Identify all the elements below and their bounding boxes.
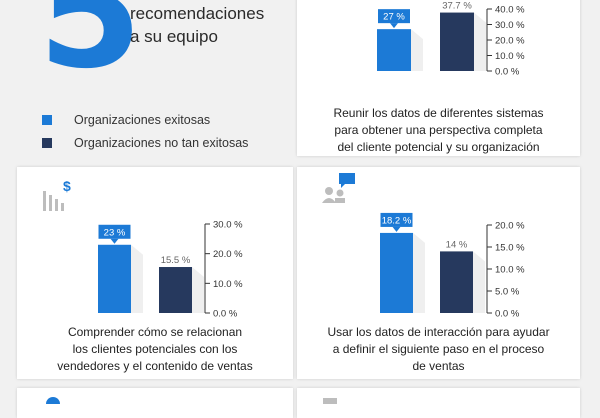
people-chat-icon [322, 173, 355, 203]
chart-2-caption-line-2: los clientes potenciales con los [72, 342, 238, 356]
bar-shadow [192, 267, 204, 313]
chart-1: 0.0 % 10.0 % 20.0 % 30.0 % 40.0 % 27 % 37.7 % [377, 1, 525, 78]
value-label-less-successful: 15.5 % [161, 255, 191, 266]
chart-3: 0.0 % 5.0 % 10.0 % 15.0 % 20.0 % 18.2 % 14 % [380, 212, 525, 320]
headline-line-2: a su equipo [130, 27, 218, 46]
chart-2-caption-line-1: Comprender cómo se relacionan [67, 325, 243, 339]
legend-item-less-successful: Organizaciones no tan exitosas [42, 131, 248, 154]
y-tick-label: 5.0 % [495, 287, 520, 298]
chart-3-caption-line-3: de ventas [412, 359, 465, 373]
bar-less-successful [440, 12, 474, 71]
big-number-five: 5 [38, 0, 143, 102]
bar-successful [380, 232, 413, 313]
value-label-successful: 27 % [383, 12, 405, 23]
value-label-less-successful: 14 % [446, 239, 468, 250]
y-tick-label: 15.0 % [495, 243, 525, 254]
value-callout [378, 9, 410, 24]
y-tick-label: 30.0 % [213, 220, 243, 231]
partial-icon [46, 397, 60, 404]
bar-chart-dollar-icon: $ [43, 178, 71, 211]
y-tick-label: 10.0 % [213, 279, 243, 290]
y-tick-label: 0.0 % [495, 309, 520, 320]
value-callout-pointer [390, 23, 398, 29]
y-tick-label: 40.0 % [495, 5, 525, 16]
legend-label-less-successful: Organizaciones no tan exitosas [74, 135, 249, 150]
y-tick-label: 20.0 % [495, 36, 525, 47]
chart-card-4-partial [17, 388, 293, 418]
chart-card-1: 0.0 % 10.0 % 20.0 % 30.0 % 40.0 % 27 % 37.7 % … [297, 0, 580, 156]
headline: recomendaciones a su equipo [130, 2, 264, 48]
bar-less-successful [440, 251, 473, 313]
chart-1-caption: Reunir los datos de diferentes sistemas … [297, 105, 580, 156]
bar-shadow [413, 232, 425, 313]
bar-successful [98, 244, 131, 313]
value-label-successful: 23 % [104, 227, 126, 238]
value-callout-pointer [392, 226, 401, 232]
value-callout [380, 212, 413, 227]
legend: Organizaciones exitosas Organizaciones n… [42, 108, 248, 154]
chart-2-caption: Comprender cómo se relacionan los client… [17, 324, 293, 375]
value-callout [98, 224, 131, 239]
y-tick-label: 10.0 % [495, 51, 525, 62]
chart-card-3: 0.0 % 5.0 % 10.0 % 15.0 % 20.0 % 18.2 % 14 % U… [297, 167, 580, 379]
partial-icon-2 [323, 398, 337, 404]
chart-1-caption-line-3: del cliente potencial y su organización [337, 140, 540, 154]
legend-item-successful: Organizaciones exitosas [42, 108, 248, 131]
bar-shadow [473, 251, 485, 313]
bar-shadow [474, 12, 486, 71]
chart-card-5-partial [297, 388, 580, 418]
value-label-less-successful: 37.7 % [442, 1, 472, 12]
bar-shadow [131, 244, 143, 313]
y-tick-label: 20.0 % [213, 249, 243, 260]
chart-card-2: $ 0.0 % 10.0 % 20.0 % 30.0 % 23 % 15.5 % Comp… [17, 167, 293, 379]
chart-1-caption-line-1: Reunir los datos de diferentes sistemas [333, 106, 544, 120]
chart-3-caption-line-2: a definir el siguiente paso en el proces… [332, 342, 545, 356]
chart-2: 0.0 % 10.0 % 20.0 % 30.0 % 23 % 15.5 % [98, 220, 243, 320]
y-tick-label: 30.0 % [495, 20, 525, 31]
bar-shadow [411, 29, 423, 71]
chart-1-caption-line-2: para obtener una perspectiva completa [334, 123, 543, 137]
y-tick-label: 20.0 % [495, 221, 525, 232]
headline-line-1: recomendaciones [130, 4, 265, 23]
value-callout-pointer [110, 238, 119, 244]
y-tick-label: 0.0 % [213, 309, 238, 320]
chart-2-caption-line-3: vendedores y el contenido de ventas [57, 359, 253, 373]
legend-swatch-less-successful [42, 137, 52, 148]
chart-3-caption: Usar los datos de interacción para ayuda… [297, 324, 580, 375]
value-label-successful: 18.2 % [382, 215, 412, 226]
legend-swatch-successful [42, 114, 52, 125]
chart-3-caption-line-1: Usar los datos de interacción para ayuda… [327, 325, 550, 339]
bar-successful [377, 29, 411, 71]
bar-less-successful [159, 267, 192, 313]
legend-label-successful: Organizaciones exitosas [74, 112, 211, 127]
y-tick-label: 0.0 % [495, 67, 520, 78]
y-tick-label: 10.0 % [495, 265, 525, 276]
svg-text:$: $ [63, 178, 71, 194]
